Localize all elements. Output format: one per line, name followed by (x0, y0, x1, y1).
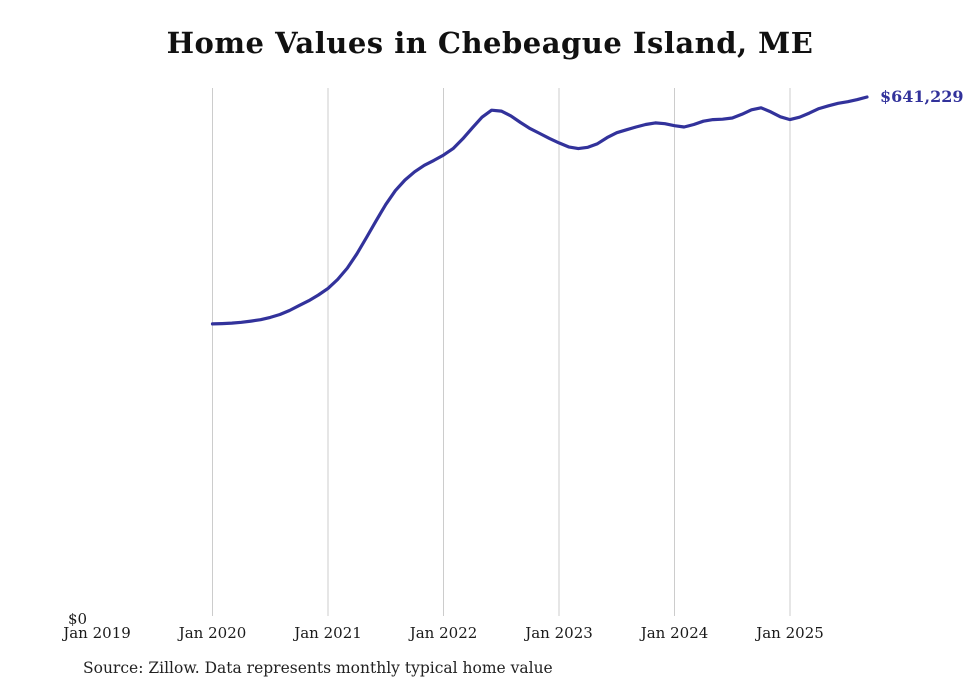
home-value-line (210, 95, 869, 326)
x-axis-label-2021: Jan 2021 (294, 624, 362, 642)
x-axis-label-2020: Jan 2020 (178, 624, 247, 642)
chart-title: Home Values in Chebeague Island, ME (166, 26, 814, 60)
x-axis-label-2019: Jan 2019 (63, 624, 131, 642)
x-axis-label-2023: Jan 2023 (525, 624, 593, 642)
x-axis-label-2025: Jan 2025 (756, 624, 824, 642)
end-value-label: $641,229 (880, 87, 964, 106)
source-attribution: Source: Zillow. Data represents monthly … (83, 659, 553, 677)
y-axis-zero-label: $0 (68, 610, 88, 628)
gridlines (212, 88, 791, 616)
x-axis-label-2024: Jan 2024 (640, 624, 709, 642)
x-axis-label-2022: Jan 2022 (409, 624, 478, 642)
